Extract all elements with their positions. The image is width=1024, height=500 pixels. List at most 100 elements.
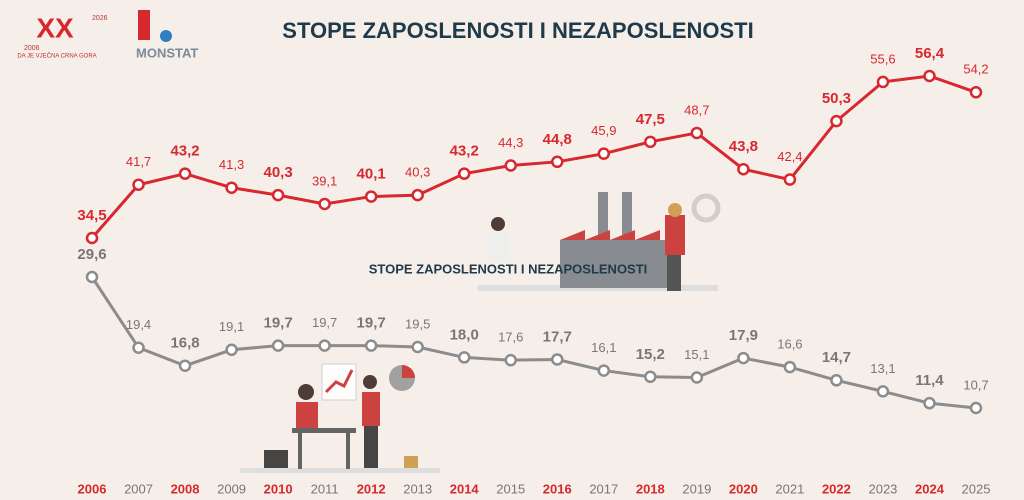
data-point — [364, 339, 378, 352]
factory-illustration — [478, 192, 721, 291]
x-tick-label: 2006 — [78, 481, 107, 496]
data-point — [830, 114, 843, 128]
logo-motto: DA JE VJEČNA CRNA GORA — [17, 53, 96, 60]
data-point — [551, 155, 564, 169]
series-line — [90, 276, 977, 410]
data-label: 54,2 — [963, 62, 988, 77]
data-point — [271, 188, 285, 202]
data-point — [318, 339, 331, 352]
data-label: 40,3 — [405, 165, 430, 180]
data-point — [225, 343, 238, 357]
data-label: 34,5 — [77, 207, 106, 224]
data-point — [178, 167, 192, 180]
data-label: 56,4 — [915, 45, 945, 62]
data-label: 15,1 — [684, 347, 709, 362]
data-point — [783, 360, 797, 374]
data-label: 43,8 — [729, 138, 758, 155]
data-label: 17,9 — [729, 327, 758, 344]
x-tick-label: 2009 — [217, 481, 246, 496]
x-tick-label: 2014 — [450, 481, 480, 496]
agency-mark — [160, 30, 172, 42]
agency-name: MONSTAT — [136, 45, 198, 60]
x-tick-label: 2016 — [543, 481, 572, 496]
logo-year: 2026 — [92, 15, 108, 22]
data-label: 55,6 — [870, 51, 895, 66]
data-point — [504, 159, 517, 172]
data-label: 47,5 — [636, 111, 665, 128]
data-point — [132, 341, 145, 354]
data-label: 19,4 — [126, 317, 151, 332]
x-tick-label: 2011 — [311, 481, 339, 496]
x-tick-label: 2012 — [357, 481, 386, 496]
data-point — [85, 270, 99, 284]
data-label: 18,0 — [450, 326, 479, 343]
data-label: 19,7 — [312, 315, 337, 330]
data-label: 42,4 — [777, 149, 802, 164]
x-tick-label: 2017 — [589, 481, 618, 496]
data-point — [411, 340, 424, 354]
x-tick-label: 2022 — [822, 481, 851, 496]
x-tick-label: 2007 — [124, 481, 153, 496]
data-point — [597, 364, 611, 377]
data-label: 17,7 — [543, 328, 572, 345]
data-label: 15,2 — [636, 346, 665, 363]
data-point — [132, 178, 145, 191]
data-label: 19,5 — [405, 316, 430, 331]
data-point — [969, 401, 983, 415]
x-tick-label: 2021 — [775, 481, 804, 496]
data-label: 41,7 — [126, 154, 151, 169]
chart-title: STOPE ZAPOSLENOSTI I NEZAPOSLENOSTI — [282, 18, 753, 43]
data-point — [457, 167, 471, 180]
data-point — [597, 147, 611, 160]
x-tick-label: 2019 — [682, 481, 711, 496]
x-tick-label: 2023 — [868, 481, 897, 496]
data-point — [225, 181, 238, 194]
data-label: 41,3 — [219, 157, 244, 172]
data-point — [969, 86, 983, 99]
data-point — [690, 126, 704, 140]
data-label: 48,7 — [684, 102, 709, 117]
data-label: 40,3 — [264, 164, 293, 181]
data-point — [644, 135, 657, 149]
data-label: 40,1 — [357, 166, 386, 183]
data-label: 19,1 — [219, 319, 244, 334]
data-point — [644, 370, 657, 384]
data-label: 45,9 — [591, 123, 616, 138]
data-label: 16,6 — [777, 337, 802, 352]
logo-year: 2006 — [24, 45, 40, 52]
data-point — [457, 351, 471, 364]
office-illustration — [240, 363, 440, 473]
watermark-title: STOPE ZAPOSLENOSTI I NEZAPOSLENOSTI — [369, 261, 648, 276]
data-point — [690, 371, 704, 384]
data-label: 17,6 — [498, 330, 523, 345]
data-point — [923, 69, 936, 83]
data-point — [783, 173, 797, 186]
data-point — [85, 231, 99, 245]
data-label: 14,7 — [822, 349, 851, 366]
data-point — [318, 197, 331, 211]
x-tick-label: 2025 — [962, 481, 991, 496]
data-point — [923, 396, 936, 410]
logo: XX 2006 2026 DA JE VJEČNA CRNA GORA MONS… — [17, 10, 198, 60]
data-label: 19,7 — [357, 315, 386, 332]
data-label: 16,1 — [591, 340, 616, 355]
data-label: 43,2 — [450, 143, 479, 160]
agency-mark — [138, 10, 150, 40]
x-tick-label: 2024 — [915, 481, 945, 496]
data-point — [411, 188, 424, 202]
data-point — [876, 75, 890, 89]
data-label: 19,7 — [264, 315, 293, 332]
data-point — [737, 162, 750, 176]
data-label: 16,8 — [170, 335, 199, 352]
data-label: 13,1 — [870, 361, 895, 376]
data-point — [876, 385, 890, 398]
data-label: 44,3 — [498, 135, 523, 150]
x-tick-label: 2020 — [729, 481, 758, 496]
data-point — [504, 353, 517, 367]
data-label: 43,2 — [170, 143, 199, 160]
data-label: 10,7 — [963, 377, 988, 392]
data-point — [737, 351, 750, 365]
